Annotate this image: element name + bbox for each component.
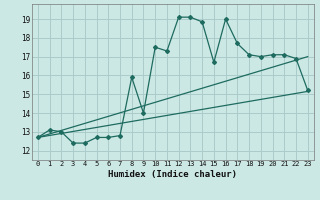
X-axis label: Humidex (Indice chaleur): Humidex (Indice chaleur)	[108, 170, 237, 179]
